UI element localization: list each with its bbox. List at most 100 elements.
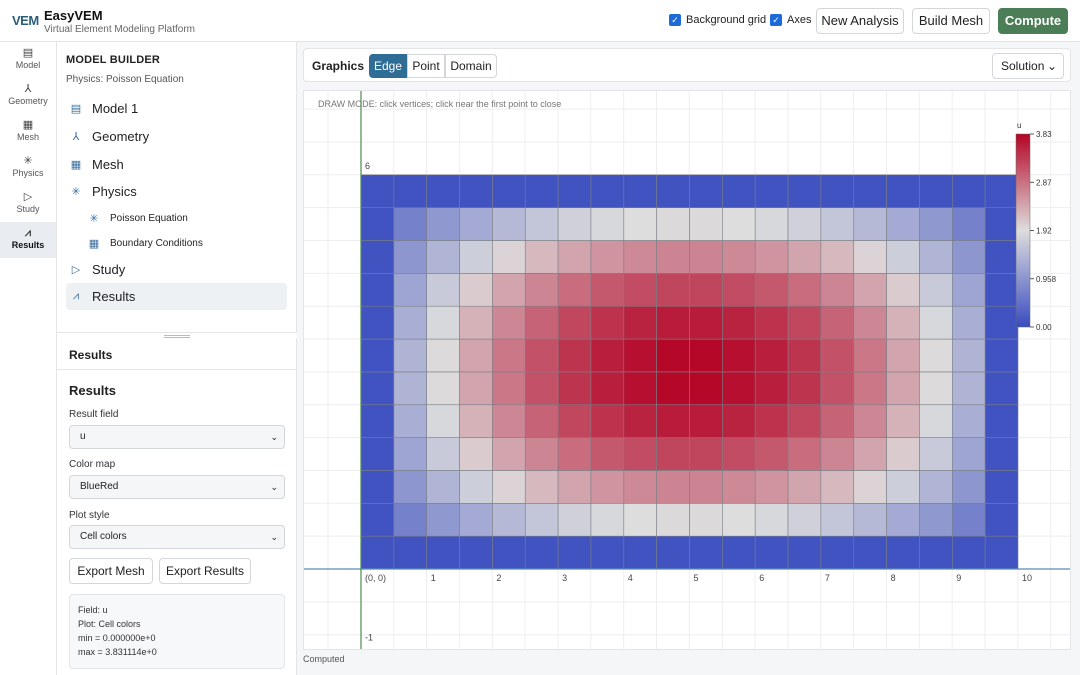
mesh-cell [820, 338, 855, 373]
tree-node-poisson-equation[interactable]: ✳ Poisson Equation [84, 205, 287, 232]
mesh-cell [754, 371, 789, 406]
mesh-cell [722, 535, 756, 570]
mesh-cell [459, 273, 493, 307]
mesh-cell [689, 535, 723, 570]
mesh-cell [853, 535, 887, 570]
mesh-cell [557, 502, 592, 537]
top-bar: VEM EasyVEM Virtual Element Modeling Pla… [0, 0, 1080, 42]
mesh-cell [984, 470, 1019, 504]
export-results-button[interactable]: Export Results [159, 558, 251, 584]
mesh-cell [426, 470, 460, 504]
mesh-cell [984, 174, 1019, 208]
mesh-cell [623, 371, 657, 406]
colorbar-tick-label: 1.92 [1036, 227, 1052, 236]
mesh-cell [426, 240, 460, 274]
background-grid-checkbox[interactable]: ✓ Background grid [669, 14, 766, 26]
mesh-cell [886, 371, 920, 406]
mesh-cell [623, 207, 657, 241]
mesh-cell [722, 338, 756, 373]
mesh-cell [820, 207, 855, 241]
axes-label: Axes [787, 14, 812, 26]
mode-edge-button[interactable]: Edge [369, 54, 407, 78]
info-plot: Plot: Cell colors [78, 619, 141, 629]
mesh-cell [820, 502, 855, 537]
mesh-cell [426, 535, 460, 570]
tree-node-model[interactable]: ▤ Model 1 [66, 95, 287, 122]
mesh-cell [426, 338, 460, 373]
compute-button[interactable]: Compute [998, 8, 1068, 34]
mesh-cell [919, 207, 953, 241]
rail-item-study[interactable]: ▷ Study [0, 186, 56, 222]
mesh-cell [623, 502, 657, 537]
results-icon: ⩘ [24, 227, 32, 239]
mesh-cell [787, 207, 822, 241]
mesh-cell [919, 535, 953, 570]
mesh-cell [360, 338, 395, 373]
geometry-icon: ⅄ [24, 83, 32, 95]
export-mesh-button[interactable]: Export Mesh [69, 558, 153, 584]
axes: (0, 0) 1 2 3 4 5 6 7 8 9 10 6 -1 [304, 91, 1070, 649]
plot-style-label: Plot style [69, 510, 110, 521]
mesh-cell [492, 470, 526, 504]
mesh-cell [820, 535, 855, 570]
tree-node-study[interactable]: ▷ Study [66, 256, 287, 283]
rail-item-geometry[interactable]: ⅄ Geometry [0, 78, 56, 114]
mesh-cell [656, 338, 690, 373]
mesh-cell [524, 273, 559, 307]
plot-svg[interactable]: (0, 0) 1 2 3 4 5 6 7 8 9 10 6 -1 DRAW MODE: click ve… [304, 91, 1070, 649]
rail-item-results[interactable]: ⩘ Results [0, 222, 56, 258]
color-map-select[interactable]: BlueRed ⌄ [69, 475, 285, 499]
mesh-cell [689, 502, 723, 537]
mode-point-button[interactable]: Point [407, 54, 445, 78]
view-select[interactable]: Solution ⌄ [992, 53, 1064, 79]
mesh-cell [689, 273, 723, 307]
mesh-cell [524, 404, 559, 438]
mesh-cell [393, 273, 427, 307]
x-tick-label: 3 [562, 573, 567, 583]
mesh-cell [590, 535, 625, 570]
tree-node-physics[interactable]: ✳ Physics [66, 178, 287, 205]
mesh-cell [393, 535, 427, 570]
mesh-cell [689, 470, 723, 504]
colorbar-tick-label: 2.87 [1036, 178, 1052, 187]
mesh-cell [557, 240, 592, 274]
axes-checkbox[interactable]: ✓ Axes [770, 14, 811, 26]
mesh-cell [524, 371, 559, 406]
panel-resize-handle[interactable] [57, 332, 297, 338]
rail-label: Mesh [16, 132, 39, 142]
mesh-cell [393, 404, 427, 438]
mesh-cell [590, 174, 625, 208]
mesh-cell [393, 174, 427, 208]
mesh-cell [853, 371, 887, 406]
mesh-cell [886, 174, 920, 208]
result-field-value: u [80, 431, 86, 442]
mesh-cell [590, 502, 625, 537]
graphics-canvas[interactable]: (0, 0) 1 2 3 4 5 6 7 8 9 10 6 -1 DRAW MODE: click ve… [303, 90, 1071, 650]
app-title: EasyVEM [44, 8, 103, 23]
tree-node-boundary-conditions[interactable]: ▦ Boundary Conditions [84, 230, 287, 257]
mesh-cell [459, 207, 493, 241]
mesh-cell [722, 174, 756, 208]
view-value: Solution [1001, 59, 1045, 73]
rail-item-physics[interactable]: ✳ Physics [0, 150, 56, 186]
rail-item-model[interactable]: ▤ Model [0, 42, 56, 78]
rail-item-mesh[interactable]: ▦ Mesh [0, 114, 56, 150]
rail-label: Geometry [8, 96, 48, 106]
mesh-cell [590, 305, 625, 340]
mesh-cell [557, 174, 592, 208]
build-mesh-button[interactable]: Build Mesh [912, 8, 990, 34]
plot-style-select[interactable]: Cell colors ⌄ [69, 525, 285, 549]
mesh-cell [853, 338, 887, 373]
new-analysis-button[interactable]: New Analysis [816, 8, 904, 34]
mesh-cell [951, 207, 986, 241]
mode-domain-button[interactable]: Domain [445, 54, 497, 78]
tree-node-mesh[interactable]: ▦ Mesh [66, 151, 287, 178]
tree-node-results[interactable]: ⩘ Results [66, 283, 287, 310]
mesh-cell [722, 371, 756, 406]
mesh-cell [787, 535, 822, 570]
result-field-select[interactable]: u ⌄ [69, 425, 285, 449]
mesh-cell [656, 305, 690, 340]
tree-node-geometry[interactable]: ⅄ Geometry [66, 123, 287, 150]
mesh-cell [623, 338, 657, 373]
x-tick-label: 5 [694, 573, 699, 583]
